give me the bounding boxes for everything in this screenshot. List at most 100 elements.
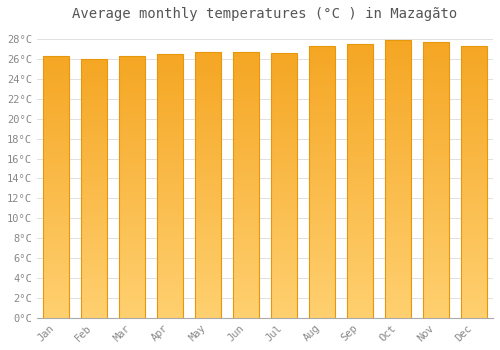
Bar: [384, 165, 411, 168]
Bar: [42, 242, 69, 245]
Bar: [422, 127, 450, 130]
Bar: [42, 192, 69, 195]
Bar: [194, 92, 221, 94]
Bar: [384, 112, 411, 115]
Bar: [384, 296, 411, 299]
Bar: [194, 126, 221, 129]
Bar: [346, 277, 374, 280]
Bar: [460, 187, 487, 190]
Bar: [194, 169, 221, 171]
Bar: [80, 162, 107, 165]
Bar: [384, 98, 411, 101]
Bar: [308, 274, 336, 277]
Bar: [346, 236, 374, 238]
Bar: [346, 310, 374, 313]
Bar: [232, 103, 259, 105]
Bar: [384, 71, 411, 74]
Bar: [422, 183, 450, 186]
Bar: [422, 155, 450, 158]
Bar: [308, 60, 336, 62]
Bar: [384, 279, 411, 282]
Bar: [232, 100, 259, 103]
Bar: [118, 300, 145, 302]
Bar: [156, 210, 183, 212]
Bar: [42, 245, 69, 247]
Bar: [270, 209, 297, 212]
Bar: [118, 132, 145, 134]
Bar: [422, 252, 450, 254]
Bar: [118, 195, 145, 197]
Bar: [232, 134, 259, 137]
Bar: [422, 94, 450, 97]
Bar: [232, 302, 259, 304]
Bar: [384, 201, 411, 204]
Bar: [80, 264, 107, 266]
Bar: [384, 184, 411, 187]
Bar: [422, 158, 450, 161]
Bar: [308, 285, 336, 288]
Bar: [308, 147, 336, 149]
Bar: [156, 239, 183, 241]
Bar: [42, 176, 69, 179]
Bar: [384, 151, 411, 154]
Bar: [384, 198, 411, 201]
Bar: [118, 113, 145, 116]
Bar: [232, 108, 259, 111]
Bar: [460, 261, 487, 264]
Bar: [460, 152, 487, 155]
Bar: [460, 223, 487, 225]
Bar: [422, 282, 450, 285]
Bar: [156, 254, 183, 257]
Bar: [422, 296, 450, 299]
Bar: [194, 188, 221, 190]
Bar: [232, 206, 259, 209]
Bar: [194, 251, 221, 254]
Bar: [232, 201, 259, 204]
Bar: [156, 265, 183, 268]
Bar: [308, 299, 336, 302]
Bar: [42, 153, 69, 155]
Bar: [232, 153, 259, 156]
Bar: [42, 226, 69, 229]
Bar: [308, 282, 336, 285]
Bar: [384, 40, 411, 318]
Bar: [422, 169, 450, 171]
Bar: [346, 181, 374, 184]
Bar: [232, 313, 259, 315]
Bar: [42, 260, 69, 263]
Bar: [42, 64, 69, 66]
Bar: [194, 217, 221, 219]
Bar: [422, 61, 450, 64]
Bar: [232, 63, 259, 65]
Bar: [384, 65, 411, 68]
Bar: [80, 113, 107, 116]
Bar: [118, 106, 145, 108]
Bar: [460, 163, 487, 166]
Bar: [460, 209, 487, 212]
Bar: [194, 100, 221, 103]
Bar: [422, 130, 450, 133]
Bar: [232, 169, 259, 171]
Bar: [346, 102, 374, 104]
Bar: [346, 134, 374, 137]
Bar: [232, 94, 259, 97]
Bar: [308, 144, 336, 147]
Bar: [156, 83, 183, 86]
Bar: [308, 315, 336, 318]
Bar: [346, 285, 374, 288]
Bar: [308, 70, 336, 73]
Bar: [308, 87, 336, 90]
Bar: [460, 299, 487, 302]
Bar: [346, 293, 374, 296]
Bar: [270, 172, 297, 175]
Bar: [194, 296, 221, 299]
Bar: [80, 69, 107, 72]
Bar: [80, 225, 107, 227]
Bar: [156, 154, 183, 157]
Bar: [80, 269, 107, 271]
Bar: [346, 271, 374, 274]
Bar: [270, 106, 297, 108]
Bar: [156, 91, 183, 93]
Bar: [156, 138, 183, 141]
Bar: [422, 119, 450, 122]
